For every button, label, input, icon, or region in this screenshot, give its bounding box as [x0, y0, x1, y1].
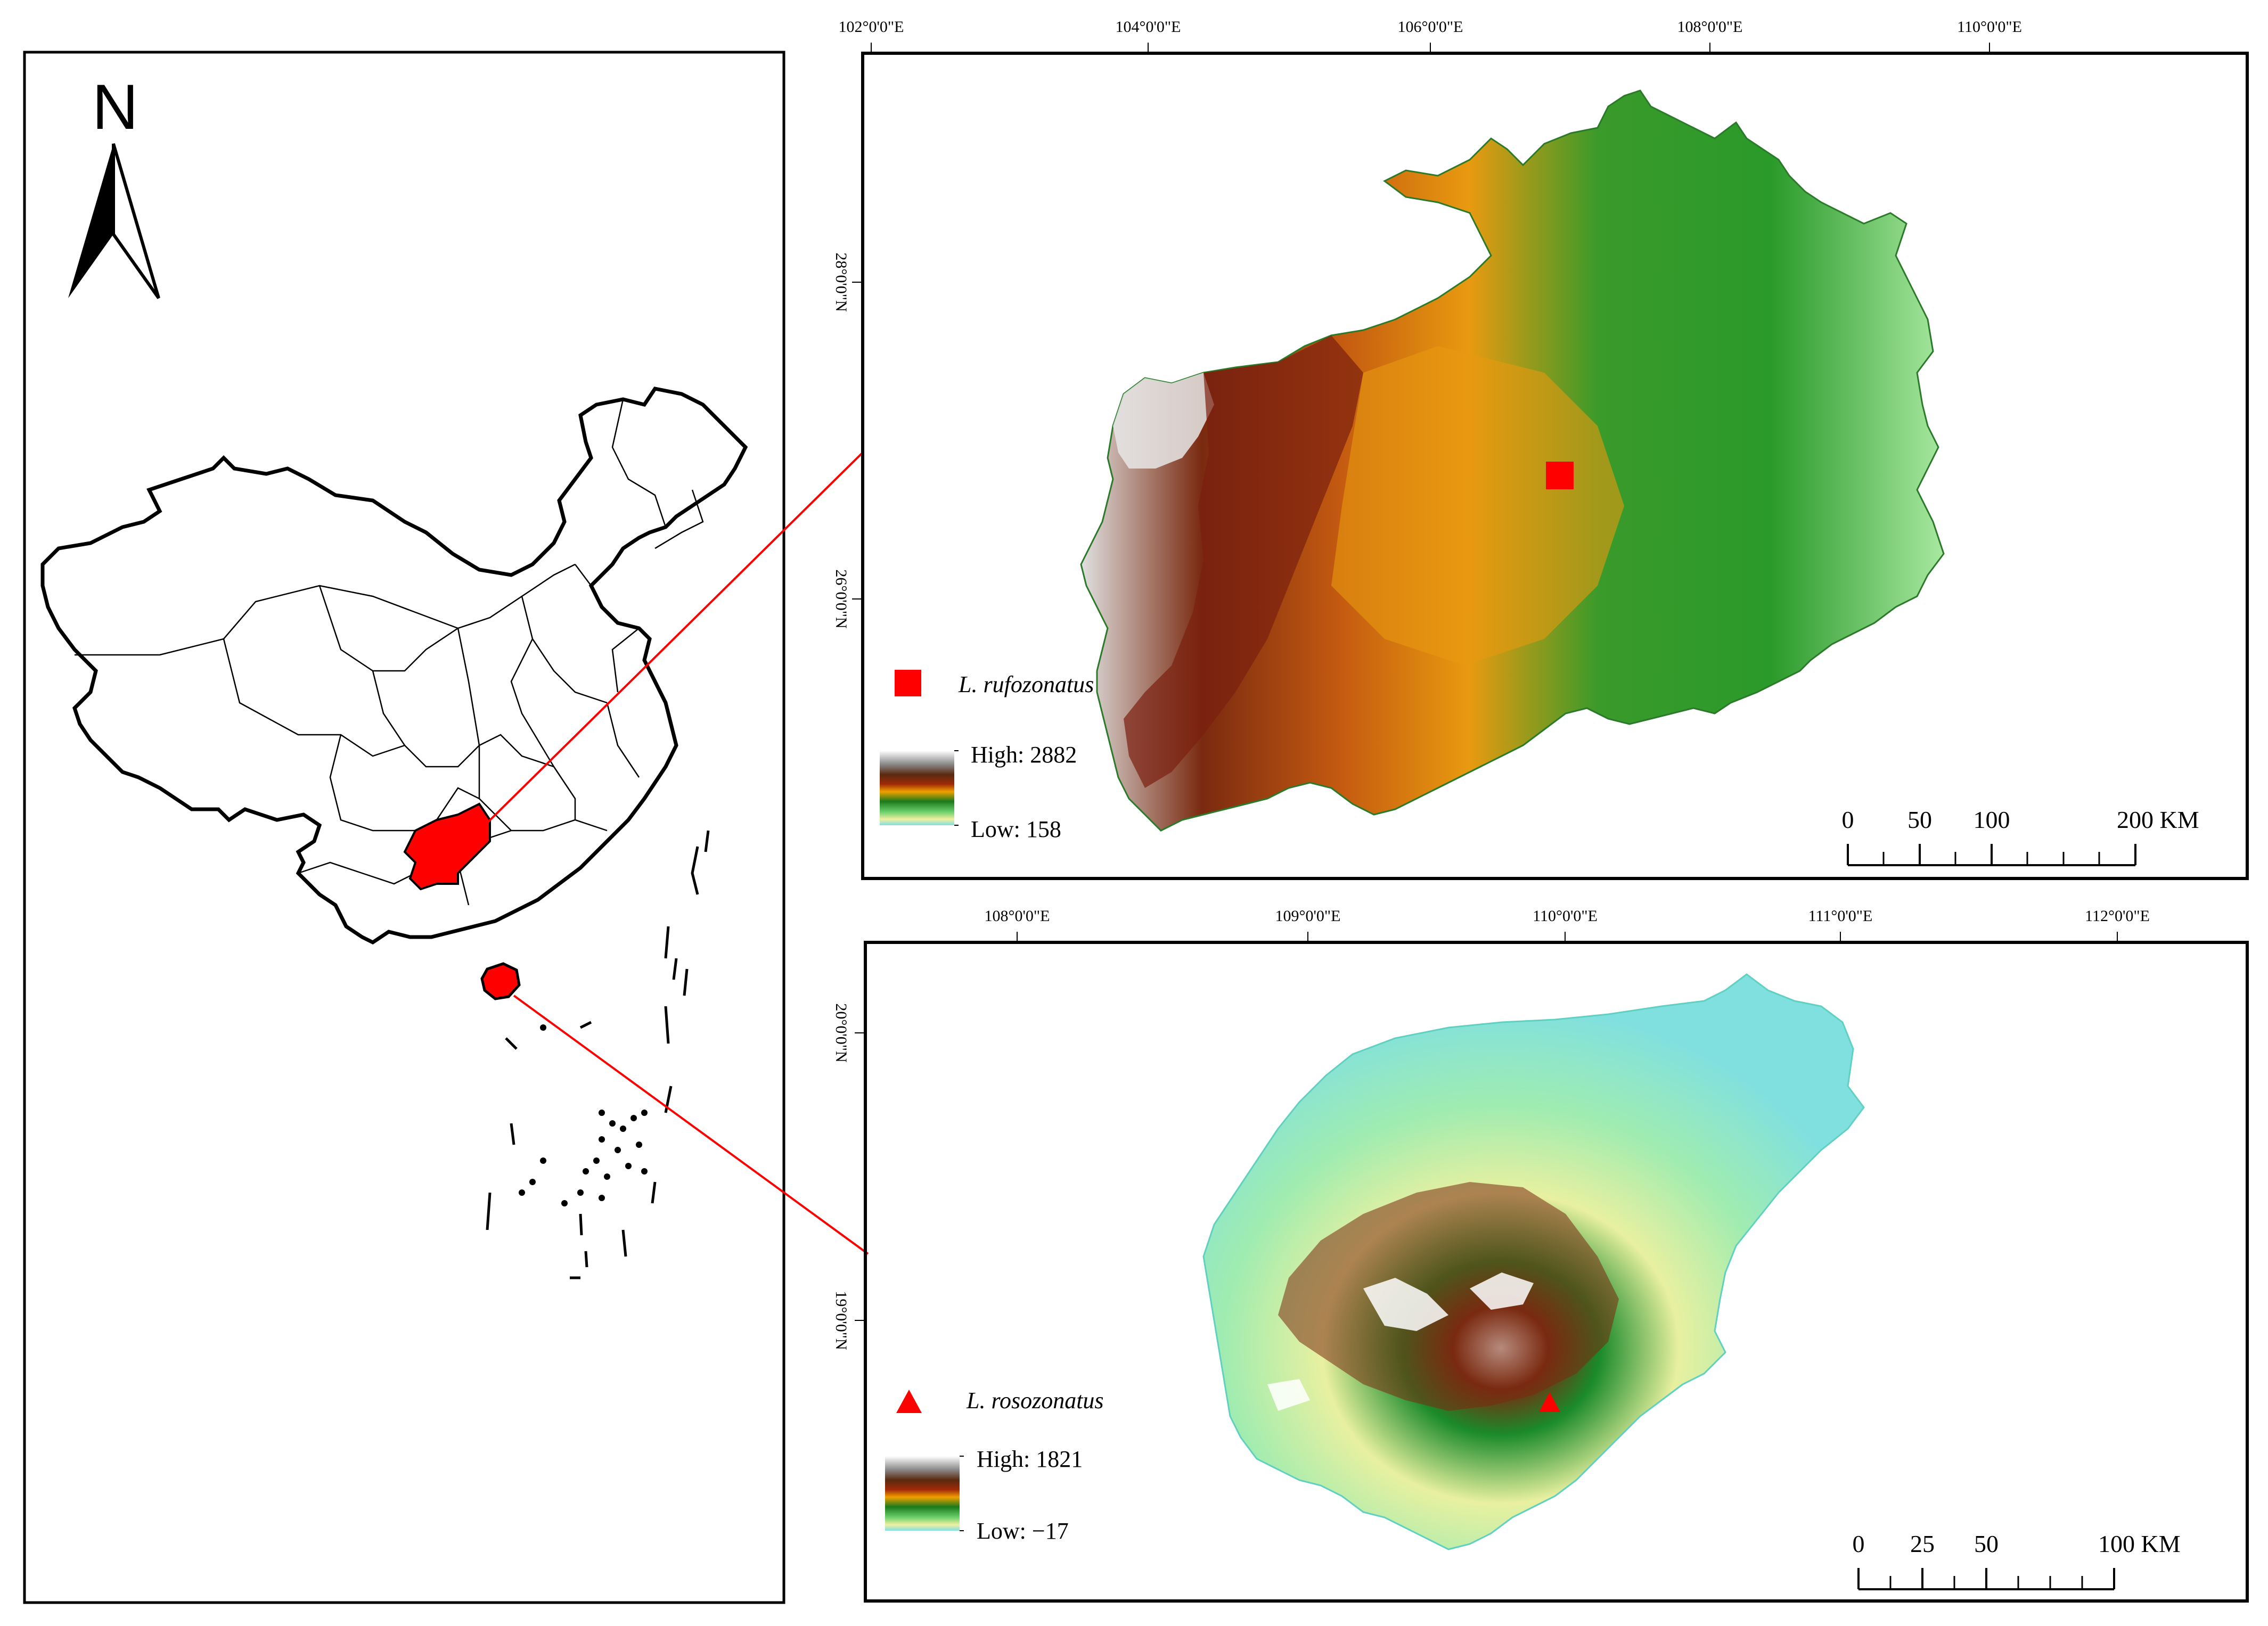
elevation-low-label: Low: −17: [977, 1518, 1069, 1544]
south-china-sea-islands: [486, 830, 710, 1279]
lon-tick-label: 110°0'0"E: [1957, 18, 2022, 36]
elevation-colorbar: [885, 1456, 960, 1531]
scale-label: 100 KM: [2098, 1530, 2181, 1557]
guizhou-scale-bar: 0 50 100 200 KM: [1842, 806, 2199, 866]
hainan-highlight: [480, 962, 521, 1000]
connector-hainan: [513, 995, 869, 1255]
elevation-high-label: High: 1821: [977, 1446, 1083, 1472]
guizhou-highland-brown: [1124, 335, 1363, 788]
china-outline: [40, 387, 748, 1279]
lon-tick-label: 108°0'0"E: [1677, 18, 1743, 36]
scale-label: 25: [1910, 1530, 1935, 1557]
north-label: N: [92, 71, 138, 143]
guizhou-midland-orange: [1331, 346, 1624, 666]
scale-label: 50: [1974, 1530, 1999, 1557]
lat-tick-label: 28°0'0"N: [832, 252, 850, 311]
scale-label: 100: [1974, 806, 2010, 833]
elevation-colorbar: [880, 751, 954, 825]
guizhou-map-frame: [861, 52, 2249, 880]
rosozonatus-marker: [1539, 1392, 1560, 1412]
north-arrow: N: [68, 71, 160, 299]
scale-label: 0: [1842, 806, 1854, 833]
lon-tick-label: 106°0'0"E: [1398, 18, 1463, 36]
hainan-central-mountains: [1278, 1182, 1619, 1411]
hainan-map-frame: [864, 941, 2249, 1603]
lon-tick-label: 104°0'0"E: [1116, 18, 1181, 36]
elevation-low-label: Low: 158: [971, 816, 1061, 842]
rufozonatus-marker: [1546, 462, 1574, 489]
lon-tick-label: 111°0'0"E: [1808, 907, 1873, 925]
lon-tick-label: 108°0'0"E: [985, 907, 1050, 925]
red-square-icon: [895, 670, 921, 696]
guizhou-lon-ticks: 102°0'0"E 104°0'0"E 106°0'0"E 108°0'0"E …: [839, 18, 2022, 53]
scale-label: 200 KM: [2117, 806, 2199, 833]
lon-tick-label: 112°0'0"E: [2085, 907, 2150, 925]
red-triangle-icon: [896, 1390, 922, 1413]
guizhou-elevation-map: [1080, 89, 1945, 832]
province-lines: [75, 399, 704, 906]
elevation-high-label: High: 2882: [971, 742, 1077, 768]
connector-lines: [476, 451, 869, 1255]
hainan-legend: L. rosozonatus High: 1821 Low: −17: [885, 1387, 1104, 1544]
lon-tick-label: 102°0'0"E: [839, 18, 904, 36]
scale-label: 0: [1853, 1530, 1865, 1557]
north-arrow-icon: [68, 143, 160, 299]
species-label-rosozonatus: L. rosozonatus: [966, 1387, 1104, 1414]
scale-label: 50: [1907, 806, 1932, 833]
lat-tick-label: 26°0'0"N: [832, 569, 850, 628]
island-dots: [519, 1024, 648, 1206]
lon-tick-label: 110°0'0"E: [1533, 907, 1598, 925]
guizhou-lat-ticks: 28°0'0"N 26°0'0"N: [832, 252, 863, 629]
guizhou-legend: L. rufozonatus High: 2882 Low: 158: [880, 670, 1094, 842]
lon-tick-label: 109°0'0"E: [1275, 907, 1341, 925]
lat-tick-label: 20°0'0"N: [832, 1003, 850, 1062]
guizhou-highland-west: [1113, 373, 1214, 469]
connector-guizhou: [476, 451, 864, 834]
hainan-peaks: [1267, 1272, 1534, 1411]
guizhou-highlight: [403, 802, 491, 891]
hainan-scale-bar: 0 25 50 100 KM: [1853, 1530, 2181, 1590]
lat-tick-label: 19°0'0"N: [832, 1291, 850, 1350]
species-label-rufozonatus: L. rufozonatus: [958, 671, 1094, 697]
overview-panel-frame: [23, 51, 785, 1604]
hainan-lon-ticks: 108°0'0"E 109°0'0"E 110°0'0"E 111°0'0"E …: [985, 907, 2150, 942]
hainan-lat-ticks: 20°0'0"N 19°0'0"N: [832, 1003, 865, 1350]
china-boundary: [40, 387, 748, 945]
hainan-elevation-map: [1202, 973, 1865, 1550]
